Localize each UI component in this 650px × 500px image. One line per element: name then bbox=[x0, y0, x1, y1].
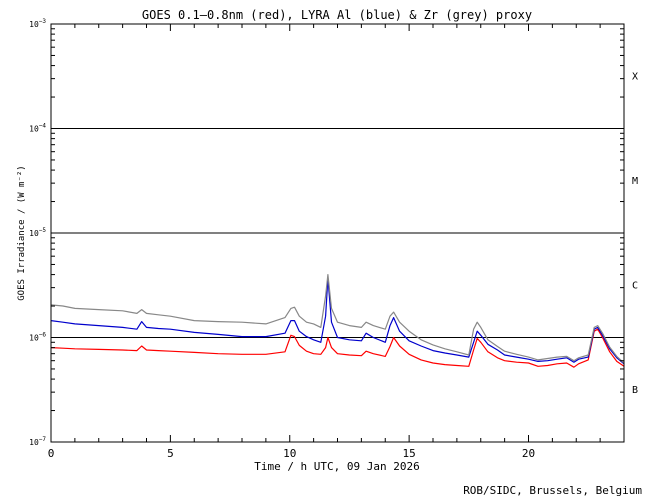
y-tick-label: 10−3 bbox=[29, 18, 46, 29]
flare-class-label: X bbox=[632, 72, 638, 83]
footer-credit: ROB/SIDC, Brussels, Belgium bbox=[463, 484, 642, 497]
y-axis: 10−7 10−6 10−5 10−4 10−3 bbox=[29, 18, 624, 447]
y-axis-label: GOES Irradiance / (W m⁻²) bbox=[17, 165, 27, 300]
flare-class-label: C bbox=[632, 281, 638, 292]
chart-title: GOES 0.1—0.8nm (red), LYRA Al (blue) & Z… bbox=[142, 8, 532, 22]
flare-class-label: M bbox=[632, 176, 638, 187]
y-tick-label: 10−4 bbox=[29, 123, 46, 134]
x-tick-label: 0 bbox=[48, 447, 55, 460]
series-line-1 bbox=[50, 277, 625, 365]
data-series-layer bbox=[50, 274, 625, 368]
x-tick-label: 20 bbox=[522, 447, 535, 460]
x-axis: 0 5 10 15 20 bbox=[48, 24, 625, 460]
series-line-2 bbox=[50, 274, 625, 364]
x-tick-label: 5 bbox=[167, 447, 174, 460]
y-tick-label: 10−6 bbox=[29, 332, 46, 343]
y-tick-label: 10−5 bbox=[29, 227, 46, 238]
y-tick-label: 10−7 bbox=[29, 436, 46, 447]
series-line-0 bbox=[50, 328, 625, 368]
flare-class-labels: X M C B bbox=[632, 72, 638, 396]
x-tick-label: 10 bbox=[283, 447, 296, 460]
flare-class-label: B bbox=[632, 385, 638, 396]
x-tick-label: 15 bbox=[403, 447, 416, 460]
x-axis-label: Time / h UTC, 09 Jan 2026 bbox=[254, 460, 420, 473]
